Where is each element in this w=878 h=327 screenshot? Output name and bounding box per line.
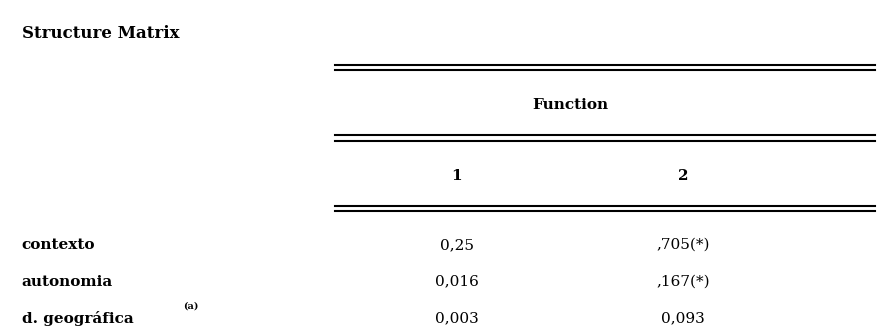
Text: (a): (a)	[183, 302, 198, 311]
Text: ,167(*): ,167(*)	[656, 275, 709, 288]
Text: contexto: contexto	[22, 238, 95, 252]
Text: d. geográfica: d. geográfica	[22, 311, 133, 326]
Text: 0,093: 0,093	[660, 311, 704, 325]
Text: ,705(*): ,705(*)	[656, 238, 709, 252]
Text: Structure Matrix: Structure Matrix	[22, 25, 179, 42]
Text: Function: Function	[531, 98, 608, 112]
Text: 0,003: 0,003	[435, 311, 479, 325]
Text: 2: 2	[677, 169, 687, 183]
Text: 1: 1	[451, 169, 462, 183]
Text: 0,016: 0,016	[435, 275, 479, 288]
Text: 0,25: 0,25	[439, 238, 473, 252]
Text: autonomia: autonomia	[22, 275, 112, 288]
